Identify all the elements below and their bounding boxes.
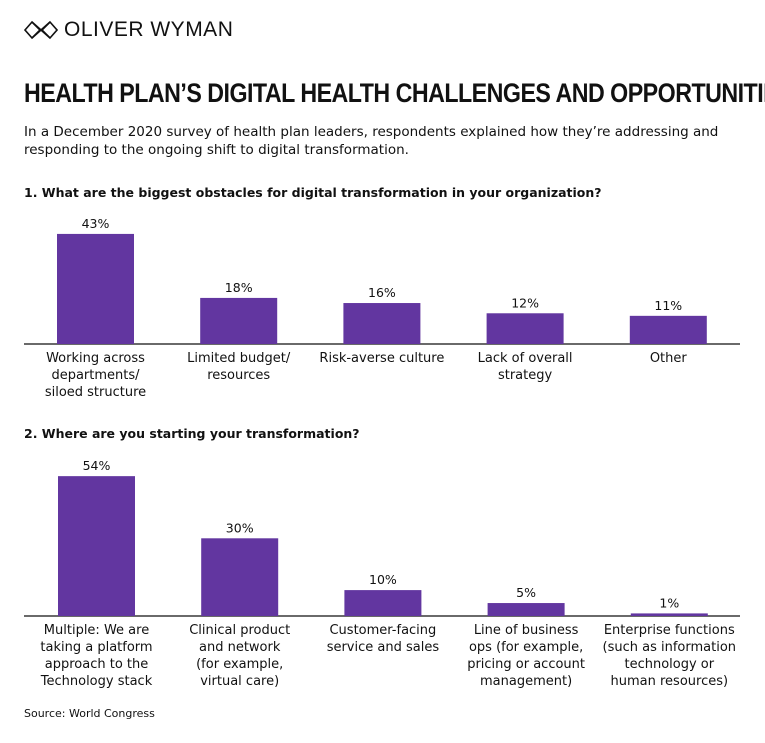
brand-name: OLIVER WYMAN — [64, 18, 234, 41]
chart-2-title: 2. Where are you starting your transform… — [24, 426, 360, 441]
category-label: approach to the — [45, 657, 149, 672]
bar — [58, 476, 135, 616]
bar — [200, 297, 278, 344]
category-label: strategy — [498, 368, 553, 383]
data-label: 16% — [368, 285, 396, 300]
chart-1-title: 1. What are the biggest obstacles for di… — [24, 185, 602, 200]
page-title: HEALTH PLAN’S DIGITAL HEALTH CHALLENGES … — [24, 78, 765, 108]
category-label: Customer-facing — [329, 623, 436, 638]
brand-logo: OLIVER WYMAN — [24, 18, 233, 42]
category-label: Risk-averse culture — [319, 351, 444, 366]
category-label: service and sales — [327, 640, 440, 655]
category-label: pricing or account — [467, 657, 585, 672]
category-label: Limited budget/ — [187, 351, 291, 366]
bar — [343, 303, 421, 344]
bar — [629, 315, 707, 344]
data-label: 10% — [369, 572, 397, 587]
bar — [487, 603, 565, 616]
subtitle: In a December 2020 survey of health plan… — [24, 124, 719, 158]
category-label: taking a platform — [40, 640, 152, 655]
category-label: resources — [207, 368, 270, 383]
source-note: Source: World Congress — [24, 707, 155, 720]
category-label: virtual care) — [200, 674, 279, 689]
category-label: (such as information — [603, 640, 737, 655]
category-label: Technology stack — [40, 674, 153, 689]
data-label: 18% — [225, 280, 253, 295]
category-label: management) — [480, 674, 572, 689]
bar — [344, 590, 422, 616]
category-label: ops (for example, — [469, 640, 583, 655]
category-label: Enterprise functions — [604, 623, 735, 638]
category-label: and network — [199, 640, 281, 655]
category-label: Multiple: We are — [44, 623, 149, 638]
data-label: 5% — [516, 585, 536, 600]
category-label: Other — [650, 351, 688, 366]
category-label: departments/ — [51, 368, 140, 383]
data-label: 12% — [511, 295, 539, 310]
data-label: 1% — [659, 595, 679, 610]
bar — [57, 233, 134, 344]
category-label: technology or — [624, 657, 714, 672]
chart-1: 43% Working across departments/siloed stru… — [24, 216, 740, 400]
bar — [486, 313, 564, 344]
data-label: 54% — [83, 458, 111, 473]
bar — [201, 538, 279, 616]
data-label: 30% — [226, 520, 254, 535]
oliver-wyman-logo-icon — [24, 20, 58, 40]
category-label: Working across — [46, 351, 145, 366]
chart-2: 54% Multiple: We are taking a platform appr… — [24, 458, 740, 689]
category-label: (for example, — [196, 657, 283, 672]
category-label: Lack of overall — [478, 351, 573, 366]
data-label: 11% — [654, 298, 682, 313]
data-label: 43% — [82, 216, 110, 231]
bar — [630, 613, 708, 616]
category-label: Clinical product — [189, 623, 290, 638]
category-label: human resources) — [611, 674, 729, 689]
category-label: Line of business — [474, 623, 579, 638]
category-label: siloed structure — [45, 385, 146, 400]
